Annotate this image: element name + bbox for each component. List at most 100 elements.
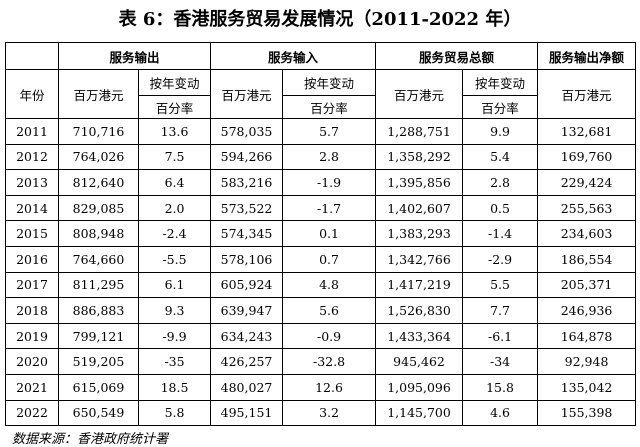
value-cell: 12.6: [282, 373, 377, 401]
value-cell: 5.6: [282, 297, 377, 324]
value-cell: 578,035: [210, 118, 284, 145]
table-row: 2011 710,716 13.6 578,035 5.7 1,288,751 9.9 132…: [5, 118, 637, 145]
unit-header: 百万港元: [537, 69, 637, 119]
value-cell: 1,433,364: [375, 322, 464, 350]
year-header: 年份: [5, 69, 59, 119]
value-cell: 9.3: [137, 297, 212, 324]
change-header: 按年变动: [462, 69, 539, 96]
value-cell: 0.7: [282, 245, 377, 273]
table-row: 2014 829,085 2.0 573,522 -1.7 1,402,607 0.5 255…: [5, 194, 637, 222]
table-row: 2022 650,549 5.8 495,151 3.2 1,145,700 4.6 155,…: [5, 399, 637, 427]
value-cell: 5.8: [137, 399, 212, 427]
value-cell: 4.6: [462, 399, 539, 427]
value-cell: 6.4: [137, 169, 212, 196]
unit-header: 百万港元: [375, 69, 464, 119]
table-row: 2012 764,026 7.5 594,266 2.8 1,358,292 5.4 169,…: [5, 143, 637, 171]
value-cell: 605,924: [210, 271, 284, 299]
value-cell: 18.5: [137, 373, 212, 401]
table: 服务输出 服务输入 服务贸易总额 服务输出净额 年份 百万港元 按年变动 百万港元 按年变动 百万…: [5, 42, 637, 427]
change-header: 按年变动: [282, 69, 377, 96]
year-cell: 2018: [5, 297, 59, 324]
group-header: 服务输入: [210, 42, 377, 70]
percent-header: 百分率: [462, 95, 539, 119]
value-cell: 246,936: [537, 297, 637, 324]
value-cell: 1,395,856: [375, 169, 464, 196]
value-cell: 255,563: [537, 194, 637, 222]
percent-header: 百分率: [137, 95, 212, 119]
source-note: 数据来源：香港政府统计署: [12, 432, 169, 447]
value-cell: -34: [462, 348, 539, 375]
unit-header: 百万港元: [210, 69, 284, 119]
value-cell: 764,026: [58, 143, 139, 171]
value-cell: -1.7: [282, 194, 377, 222]
value-cell: 812,640: [58, 169, 139, 196]
value-cell: 4.8: [282, 271, 377, 299]
table-row: 2021 615,069 18.5 480,027 12.6 1,095,096 15.8 1…: [5, 373, 637, 401]
value-cell: 13.6: [137, 118, 212, 145]
year-cell: 2012: [5, 143, 59, 171]
value-cell: 594,266: [210, 143, 284, 171]
value-cell: 7.7: [462, 297, 539, 324]
value-cell: 710,716: [58, 118, 139, 145]
table-row: 2013 812,640 6.4 583,216 -1.9 1,395,856 2.8 229…: [5, 169, 637, 196]
year-cell: 2015: [5, 220, 59, 247]
value-cell: 6.1: [137, 271, 212, 299]
table-row: 服务输出 服务输入 服务贸易总额 服务输出净额: [5, 42, 637, 70]
title: 表 6：香港服务贸易发展情况（2011-2022 年）: [118, 9, 522, 30]
value-cell: 1,402,607: [375, 194, 464, 222]
value-cell: 945,462: [375, 348, 464, 375]
value-cell: 495,151: [210, 399, 284, 427]
value-cell: -32.8: [282, 348, 377, 375]
value-cell: 92,948: [537, 348, 637, 375]
value-cell: 135,042: [537, 373, 637, 401]
value-cell: 583,216: [210, 169, 284, 196]
value-cell: 829,085: [58, 194, 139, 222]
value-cell: 7.5: [137, 143, 212, 171]
value-cell: 205,371: [537, 271, 637, 299]
table-row: 2015 808,948 -2.4 574,345 0.1 1,383,293 -1.4 23…: [5, 220, 637, 247]
year-cell: 2016: [5, 245, 59, 273]
year-cell: 2013: [5, 169, 59, 196]
table-row: 年份 百万港元 按年变动 百万港元 按年变动 百万港元 按年变动 百万港元: [5, 69, 637, 119]
year-cell: 2022: [5, 399, 59, 427]
value-cell: -2.4: [137, 220, 212, 247]
value-cell: -1.9: [282, 169, 377, 196]
value-cell: 186,554: [537, 245, 637, 273]
value-cell: 426,257: [210, 348, 284, 375]
percent-header: 百分率: [282, 95, 377, 119]
table-row: 2019 799,121 -9.9 634,243 -0.9 1,433,364 -6.1 1…: [5, 322, 637, 350]
value-cell: 155,398: [537, 399, 637, 427]
value-cell: -6.1: [462, 322, 539, 350]
value-cell: 639,947: [210, 297, 284, 324]
year-cell: 2017: [5, 271, 59, 299]
value-cell: -2.9: [462, 245, 539, 273]
value-cell: 634,243: [210, 322, 284, 350]
value-cell: 164,878: [537, 322, 637, 350]
unit-header: 百万港元: [58, 69, 139, 119]
year-cell: 2021: [5, 373, 59, 401]
value-cell: 0.1: [282, 220, 377, 247]
value-cell: 234,603: [537, 220, 637, 247]
value-cell: 169,760: [537, 143, 637, 171]
value-cell: 480,027: [210, 373, 284, 401]
value-cell: 574,345: [210, 220, 284, 247]
value-cell: 132,681: [537, 118, 637, 145]
table-row: 2018 886,883 9.3 639,947 5.6 1,526,830 7.7 246,…: [5, 297, 637, 324]
group-header: 服务输出净额: [537, 42, 637, 70]
year-cell: 2011: [5, 118, 59, 145]
value-cell: 615,069: [58, 373, 139, 401]
value-cell: 573,522: [210, 194, 284, 222]
value-cell: 2.8: [282, 143, 377, 171]
value-cell: 0.5: [462, 194, 539, 222]
value-cell: 5.4: [462, 143, 539, 171]
value-cell: 1,288,751: [375, 118, 464, 145]
year-cell: 2014: [5, 194, 59, 222]
value-cell: 811,295: [58, 271, 139, 299]
value-cell: 1,342,766: [375, 245, 464, 273]
group-header: 服务贸易总额: [375, 42, 539, 70]
table-row: 2016 764,660 -5.5 578,106 0.7 1,342,766 -2.9 18…: [5, 245, 637, 273]
value-cell: 1,095,096: [375, 373, 464, 401]
value-cell: 808,948: [58, 220, 139, 247]
group-header: 服务输出: [57, 42, 212, 70]
year-cell: 2019: [5, 322, 59, 350]
